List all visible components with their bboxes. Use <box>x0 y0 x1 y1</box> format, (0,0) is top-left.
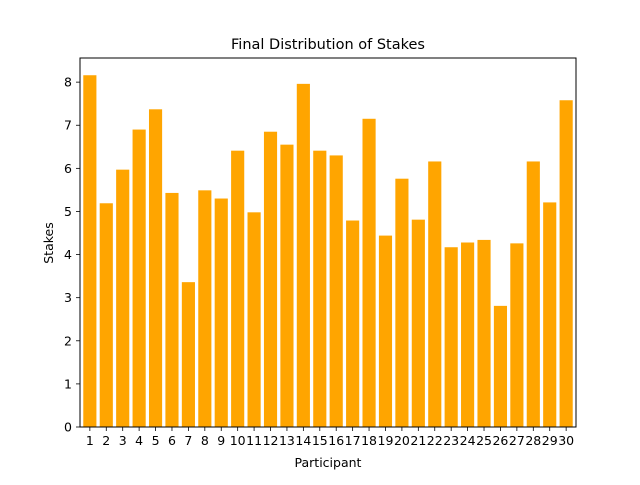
y-tick-label: 7 <box>64 118 72 133</box>
bar-participant-28 <box>526 161 540 427</box>
bar-participant-25 <box>477 239 491 427</box>
y-tick-label: 2 <box>64 333 72 348</box>
x-tick-label: 24 <box>460 433 476 448</box>
plot-area-frame <box>79 57 577 428</box>
x-tick-label: 9 <box>217 433 225 448</box>
bar-participant-30 <box>559 100 573 427</box>
x-tick-label: 23 <box>443 433 459 448</box>
y-tick-label: 1 <box>64 376 72 391</box>
x-tick-label: 8 <box>201 433 209 448</box>
bar-participant-21 <box>411 219 425 427</box>
x-tick-label: 12 <box>263 433 279 448</box>
x-tick-label: 1 <box>86 433 94 448</box>
y-tick-label: 0 <box>64 420 72 435</box>
x-tick-label: 19 <box>378 433 394 448</box>
bar-participant-6 <box>165 192 179 427</box>
y-tick-label: 4 <box>64 247 72 262</box>
bar-participant-9 <box>214 198 228 427</box>
x-tick-label: 3 <box>119 433 127 448</box>
x-tick-label: 30 <box>558 433 574 448</box>
bar-participant-29 <box>543 202 557 427</box>
y-tick-label: 5 <box>64 204 72 219</box>
bar-participant-2 <box>99 203 113 427</box>
bar-participant-15 <box>313 150 327 427</box>
x-tick-label: 26 <box>492 433 508 448</box>
y-tick-label: 3 <box>64 290 72 305</box>
x-tick-label: 6 <box>168 433 176 448</box>
bar-participant-16 <box>329 155 343 428</box>
bar-participant-3 <box>116 169 130 427</box>
x-tick-label: 28 <box>525 433 541 448</box>
bar-participant-24 <box>461 242 475 427</box>
x-tick-label: 25 <box>476 433 492 448</box>
x-tick-label: 15 <box>312 433 328 448</box>
chart-title: Final Distribution of Stakes <box>231 37 425 53</box>
bar-participant-4 <box>132 129 146 427</box>
bar-participant-18 <box>362 118 376 427</box>
bar-participant-11 <box>247 212 261 427</box>
x-axis-ticks: 1 2 3 4 5 6 7 8 9 10 11 12 13 14 15 16 17 18 19 20 21 22 23 24 2… <box>86 427 574 448</box>
x-tick-label: 21 <box>410 433 426 448</box>
bar-participant-8 <box>198 190 212 427</box>
bar-participant-27 <box>510 243 524 427</box>
x-tick-label: 4 <box>135 433 143 448</box>
bar-participant-19 <box>378 235 393 427</box>
x-tick-label: 22 <box>427 433 443 448</box>
bar-participant-12 <box>263 131 278 427</box>
bar-participant-14 <box>296 83 310 428</box>
x-tick-label: 5 <box>152 433 160 448</box>
y-tick-label: 6 <box>64 161 72 176</box>
x-axis-label: Participant <box>295 455 362 470</box>
bar-participant-1 <box>83 75 97 428</box>
x-tick-label: 10 <box>230 433 246 448</box>
bar-participant-26 <box>493 305 508 427</box>
x-tick-label: 11 <box>246 433 262 448</box>
x-tick-label: 29 <box>542 433 558 448</box>
x-tick-label: 14 <box>295 433 311 448</box>
bar-participant-5 <box>148 109 163 428</box>
bar-participant-20 <box>395 178 409 427</box>
bar-participant-10 <box>231 150 245 427</box>
x-tick-label: 18 <box>361 433 377 448</box>
bar-participant-23 <box>444 247 458 427</box>
bars-group <box>83 75 573 428</box>
x-tick-label: 20 <box>394 433 410 448</box>
x-tick-label: 27 <box>509 433 525 448</box>
x-tick-label: 16 <box>328 433 344 448</box>
bar-participant-22 <box>428 161 442 427</box>
bar-participant-13 <box>280 144 294 427</box>
y-axis-ticks: 0 1 2 3 4 5 6 7 8 <box>64 75 80 435</box>
y-axis-label: Stakes <box>41 222 56 264</box>
bar-participant-17 <box>346 220 360 427</box>
x-tick-label: 17 <box>345 433 361 448</box>
x-tick-label: 13 <box>279 433 295 448</box>
bar-participant-7 <box>181 282 195 427</box>
x-tick-label: 7 <box>184 433 192 448</box>
x-tick-label: 2 <box>102 433 110 448</box>
y-tick-label: 8 <box>64 75 72 90</box>
